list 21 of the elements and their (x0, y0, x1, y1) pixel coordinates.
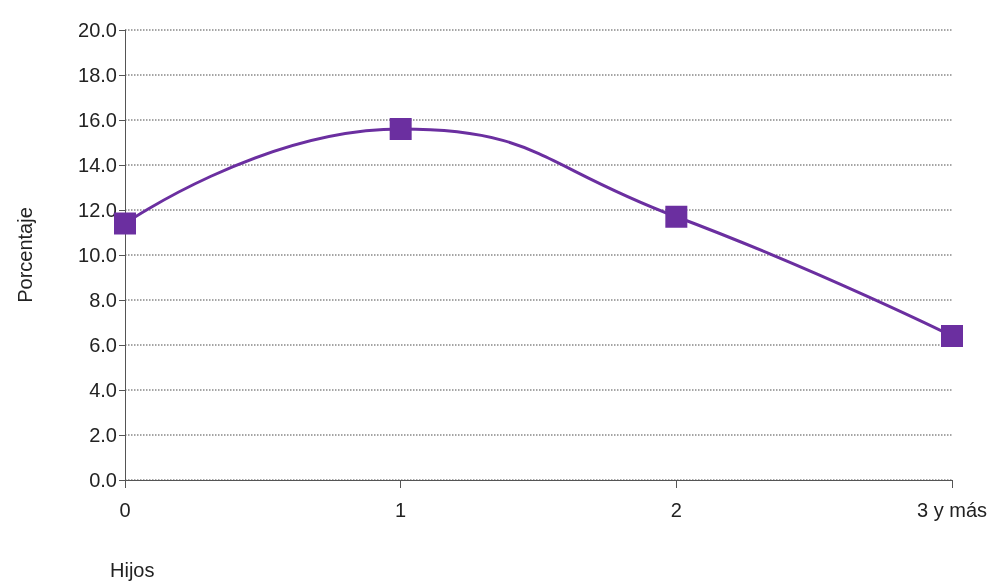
y-tick-label: 16.0 (78, 109, 117, 131)
y-tick-label: 18.0 (78, 64, 117, 86)
y-tick-label: 0.0 (89, 469, 117, 491)
y-axis-title: Porcentaje (14, 207, 36, 303)
x-tick-label: 2 (670, 499, 682, 521)
y-tick-label: 4.0 (89, 379, 117, 401)
x-tick-label: 3 y más (916, 499, 988, 521)
y-tick-label: 8.0 (89, 289, 117, 311)
y-tick-label: 14.0 (78, 154, 117, 176)
y-tick-label: 6.0 (89, 334, 117, 356)
x-axis-title: Hijos (110, 559, 155, 581)
x-tick-label: 0 (119, 499, 131, 521)
point (114, 212, 136, 235)
point (665, 205, 688, 228)
x-tick-label: 1 (395, 499, 407, 521)
y-tick-label: 2.0 (89, 424, 117, 446)
y-tick-label: 20.0 (78, 19, 117, 41)
point (389, 118, 412, 140)
point (941, 325, 963, 347)
y-tick-label: 12.0 (78, 199, 117, 221)
y-tick-label: 10.0 (78, 244, 117, 266)
